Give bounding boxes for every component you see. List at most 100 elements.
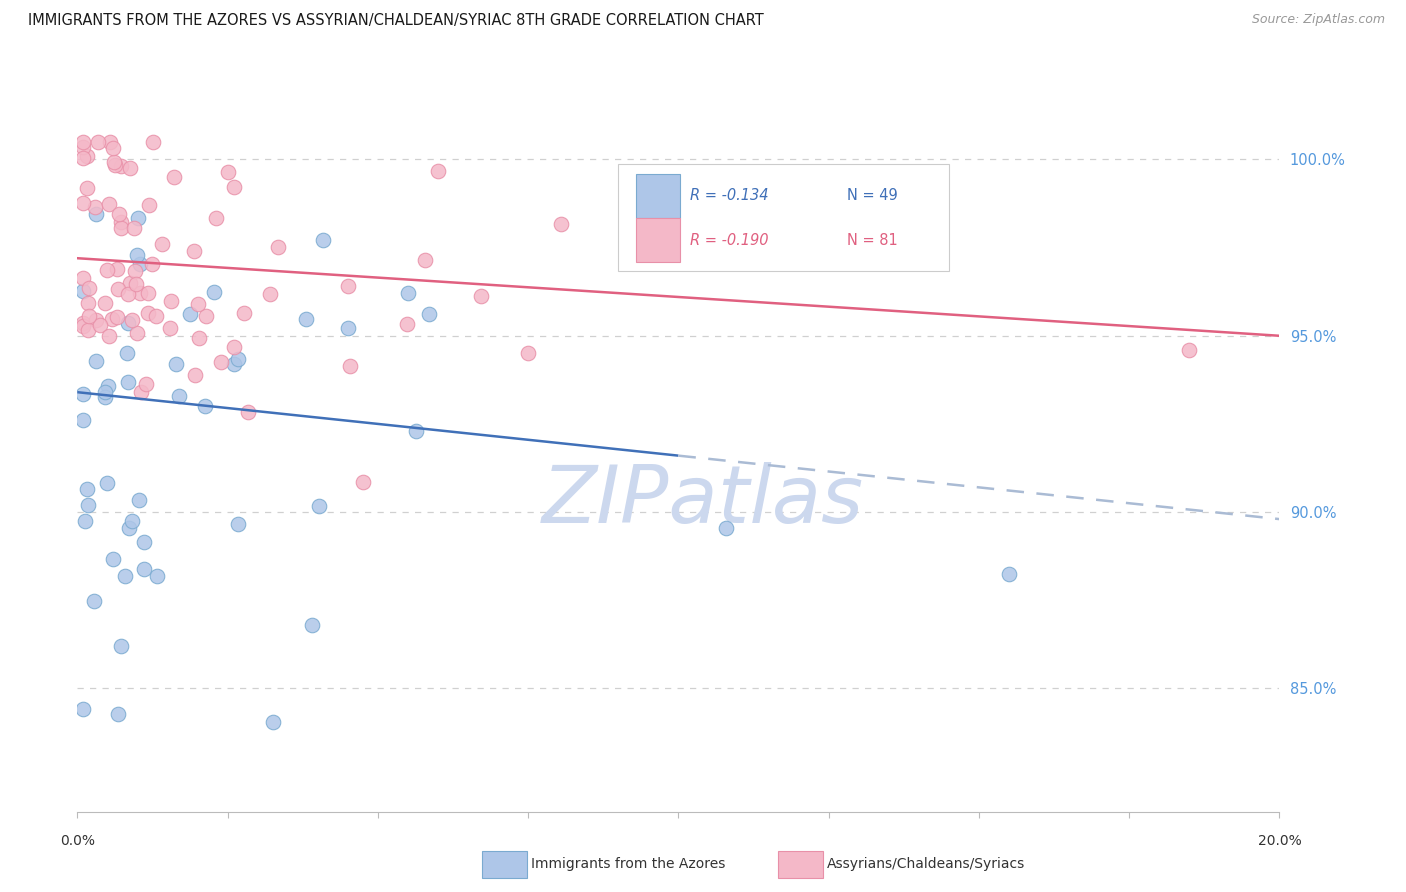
Point [84, 312, 107, 326]
Point [550, 218, 572, 232]
Point [117, 375, 139, 389]
Point [89, 318, 111, 332]
Point [76, 482, 98, 496]
Point [72, 195, 94, 210]
Point [427, 163, 450, 178]
Point [637, 241, 659, 255]
Point [76, 149, 98, 163]
Point [405, 424, 427, 438]
Point [118, 276, 141, 290]
Point [114, 569, 136, 583]
Point [72, 135, 94, 149]
Point [94, 385, 117, 400]
Point [294, 312, 316, 326]
Point [136, 306, 159, 320]
Text: N = 81: N = 81 [846, 233, 897, 248]
Point [470, 289, 492, 303]
Point [418, 307, 440, 321]
Text: 20.0%: 20.0% [1257, 834, 1302, 848]
Point [121, 313, 143, 327]
Point [146, 568, 169, 582]
Point [160, 293, 183, 308]
Text: ZIPatlas: ZIPatlas [541, 462, 863, 540]
Point [107, 706, 129, 721]
Point [183, 244, 205, 259]
Point [77, 323, 100, 337]
Point [132, 562, 155, 576]
Point [395, 317, 418, 331]
Point [159, 321, 181, 335]
Point [236, 405, 259, 419]
Point [122, 221, 145, 235]
Point [110, 214, 132, 228]
Point [76, 181, 98, 195]
Point [205, 211, 228, 225]
Point [167, 389, 190, 403]
Point [118, 521, 141, 535]
Text: N = 49: N = 49 [846, 188, 897, 203]
Point [101, 312, 124, 326]
Point [127, 211, 149, 225]
Point [103, 155, 125, 169]
Point [110, 160, 132, 174]
Text: R = -0.190: R = -0.190 [690, 233, 769, 248]
Point [259, 287, 281, 301]
Point [135, 376, 157, 391]
Text: IMMIGRANTS FROM THE AZORES VS ASSYRIAN/CHALDEAN/SYRIAC 8TH GRADE CORRELATION CHA: IMMIGRANTS FROM THE AZORES VS ASSYRIAN/C… [28, 13, 763, 29]
Point [727, 195, 749, 210]
Point [93, 296, 115, 310]
Point [77, 281, 100, 295]
Point [72, 318, 94, 333]
Point [76, 296, 98, 310]
Point [226, 351, 249, 366]
Point [352, 475, 374, 489]
Point [120, 161, 142, 175]
Point [121, 514, 143, 528]
Point [1178, 343, 1201, 357]
Point [75, 514, 97, 528]
Point [105, 262, 128, 277]
Point [209, 354, 232, 368]
Text: R = -0.134: R = -0.134 [690, 188, 769, 203]
Point [222, 341, 245, 355]
Point [129, 285, 152, 300]
Point [136, 286, 159, 301]
Point [132, 534, 155, 549]
Point [98, 329, 121, 343]
Point [301, 617, 323, 632]
Point [179, 307, 201, 321]
Point [339, 359, 361, 374]
Point [141, 257, 163, 271]
Point [84, 354, 107, 368]
Point [142, 135, 165, 149]
Point [125, 326, 148, 341]
Point [77, 498, 100, 512]
Text: Assyrians/Chaldeans/Syriacs: Assyrians/Chaldeans/Syriacs [827, 857, 1025, 871]
Point [262, 714, 284, 729]
Point [117, 316, 139, 330]
Point [138, 198, 160, 212]
Point [94, 390, 117, 404]
Point [188, 331, 211, 345]
Point [79, 309, 101, 323]
Point [110, 220, 132, 235]
Point [125, 277, 148, 292]
Point [124, 264, 146, 278]
Point [72, 316, 94, 330]
Point [226, 517, 249, 532]
FancyBboxPatch shape [619, 164, 949, 271]
Text: Source: ZipAtlas.com: Source: ZipAtlas.com [1251, 13, 1385, 27]
Point [224, 180, 246, 194]
Point [165, 357, 187, 371]
Point [108, 207, 131, 221]
Point [96, 263, 118, 277]
Point [72, 284, 94, 298]
Point [115, 346, 138, 360]
Point [72, 270, 94, 285]
Point [110, 639, 132, 653]
Point [312, 233, 335, 247]
Point [128, 492, 150, 507]
Point [117, 286, 139, 301]
Point [104, 158, 127, 172]
Point [336, 279, 359, 293]
